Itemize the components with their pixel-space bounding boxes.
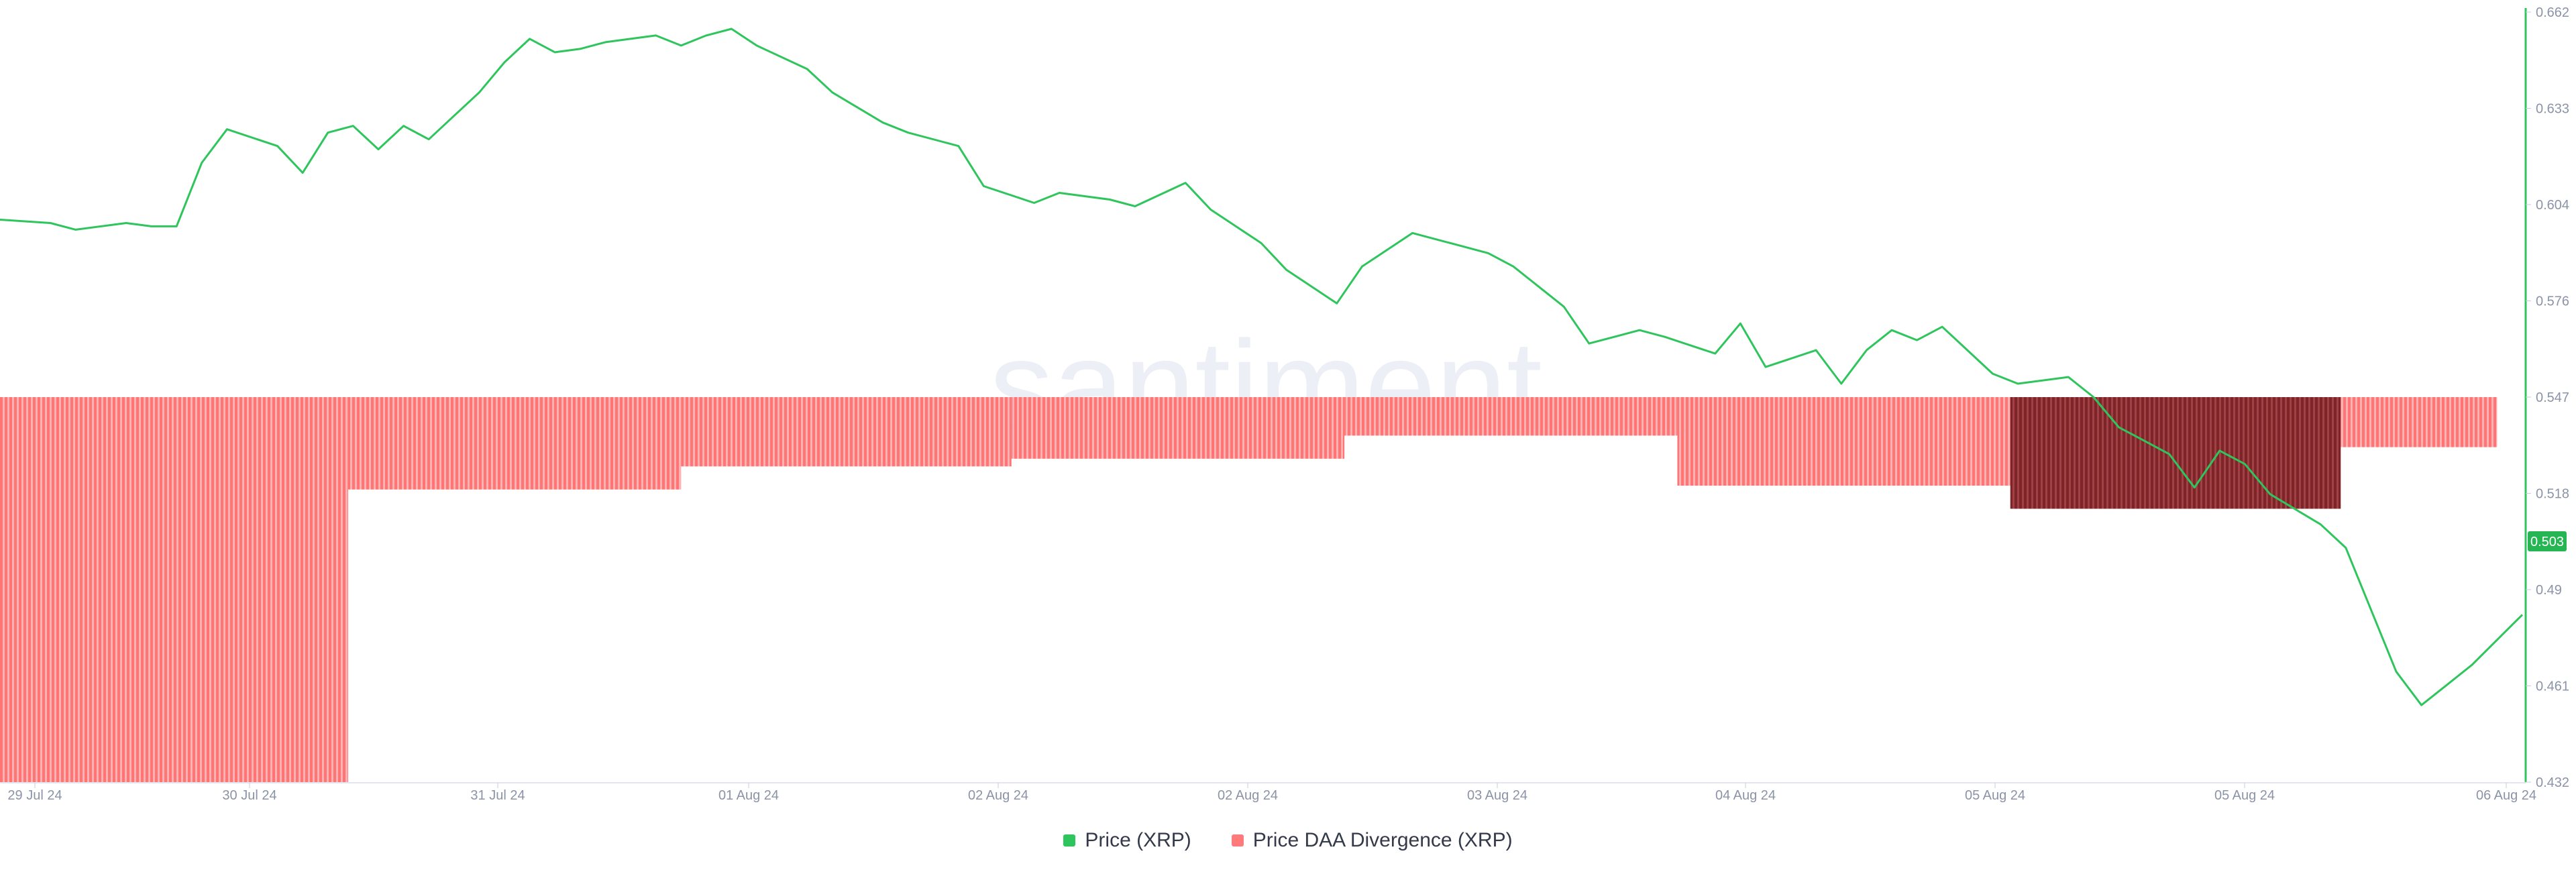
legend-label-price: Price (XRP): [1085, 829, 1191, 851]
x-tick-label: 06 Aug 24: [2476, 788, 2536, 803]
y-tick-label: 0.432: [2536, 775, 2569, 790]
divergence-bar-segment-3: [1011, 397, 1345, 459]
y-tick-label: 0.518: [2536, 487, 2569, 502]
legend-item-price[interactable]: Price (XRP): [1063, 829, 1191, 852]
legend-item-divergence[interactable]: Price DAA Divergence (XRP): [1231, 829, 1513, 852]
price-line: [0, 28, 2524, 706]
axes: 0.662 0.633 0.604 0.576 0.547 0.518 0.49 0.461 0…: [0, 5, 2569, 803]
current-price-label: 0.503: [2530, 535, 2564, 549]
x-tick-label: 29 Jul 24: [7, 788, 62, 803]
y-tick-label: 0.461: [2536, 679, 2569, 694]
legend-swatch-divergence: [1231, 834, 1244, 847]
x-tick-label: 04 Aug 24: [1715, 788, 1776, 803]
y-tick-label: 0.49: [2536, 583, 2562, 598]
divergence-bar-segment-4: [1344, 397, 1678, 436]
x-tick-label: 05 Aug 24: [2214, 788, 2275, 803]
legend: Price (XRP) Price DAA Divergence (XRP): [0, 829, 2576, 852]
divergence-bar-segment-1: [347, 397, 682, 490]
x-tick-label: 05 Aug 24: [1965, 788, 2025, 803]
divergence-bar-segment-2: [681, 397, 1012, 467]
x-tick-label: 03 Aug 24: [1467, 788, 1527, 803]
y-tick-label: 0.633: [2536, 102, 2569, 117]
divergence-bars: [0, 397, 2498, 782]
x-tick-label: 30 Jul 24: [222, 788, 276, 803]
x-tick-label: 31 Jul 24: [470, 788, 525, 803]
x-tick-label: 01 Aug 24: [718, 788, 779, 803]
y-tick-label: 0.604: [2536, 198, 2569, 213]
divergence-bar-segment-0: [0, 397, 348, 782]
x-tick-label: 02 Aug 24: [968, 788, 1028, 803]
divergence-bar-segment-6: [2010, 397, 2341, 509]
y-tick-label: 0.576: [2536, 294, 2569, 309]
divergence-bar-segment-7: [2341, 397, 2498, 447]
y-tick-label: 0.547: [2536, 390, 2569, 405]
divergence-bar-segment-5: [1677, 397, 2010, 486]
legend-swatch-price: [1063, 834, 1076, 847]
legend-label-divergence: Price DAA Divergence (XRP): [1252, 829, 1513, 851]
y-tick-label: 0.662: [2536, 5, 2569, 20]
current-price-badge: [2528, 531, 2567, 551]
price-line-layer: [0, 28, 2524, 706]
x-tick-label: 02 Aug 24: [1218, 788, 1278, 803]
